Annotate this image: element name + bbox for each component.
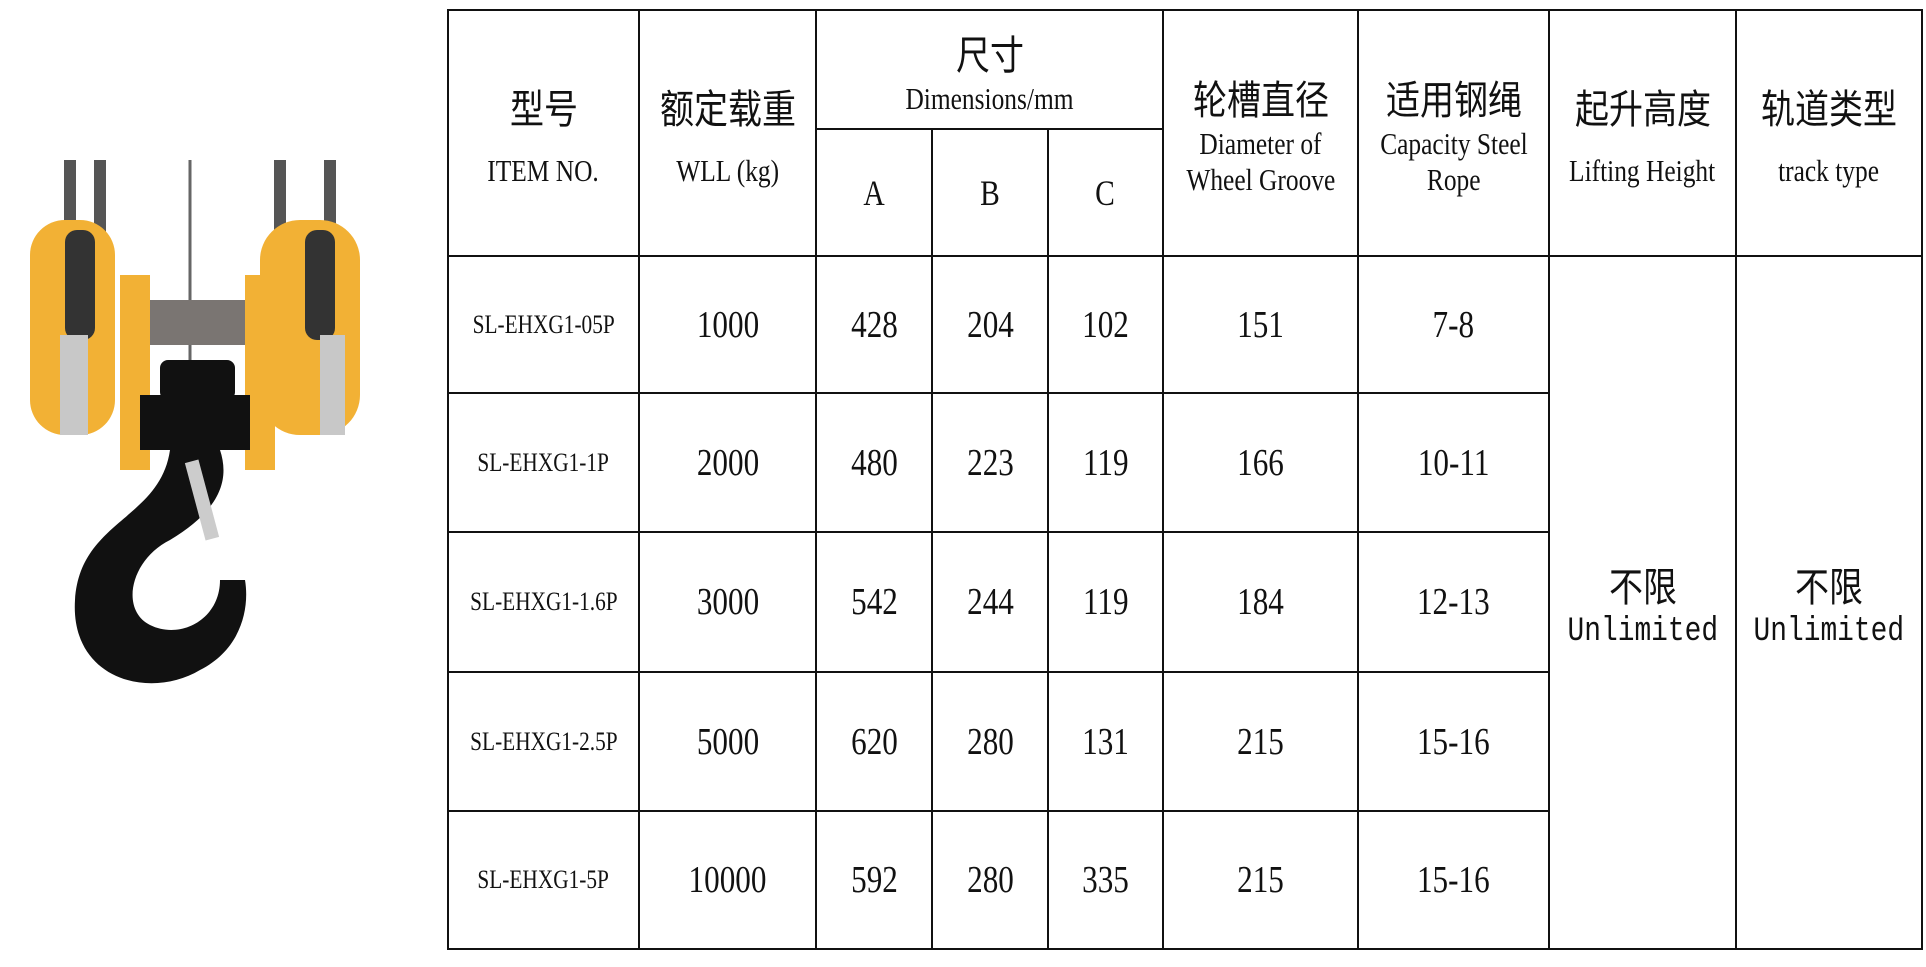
cell-rope: 7-8: [1432, 303, 1475, 346]
header-dim-a: A: [815, 128, 933, 257]
table-row: SL-EHXG1-2.5P 5000 620 280 131 215 15-16: [447, 671, 1922, 812]
cell-groove: 166: [1237, 441, 1284, 484]
header-lift: 起升高度 Lifting Height: [1548, 9, 1737, 257]
header-wll-en: WLL (kg): [676, 153, 779, 188]
header-model-zh: 型号: [509, 87, 578, 133]
cell-lift: 不限 Unlimited: [1548, 255, 1737, 950]
cell-rope: 15-16: [1417, 859, 1490, 901]
header-groove: 轮槽直径 Diameter of Wheel Groove: [1162, 9, 1359, 257]
specification-table: 型号 ITEM NO. 额定载重 WLL (kg) 尺寸 Dimensions/…: [447, 9, 1923, 950]
cell-b: 244: [966, 581, 1014, 623]
cell-wll: 1000: [696, 303, 759, 346]
cell-wll: 2000: [696, 441, 759, 484]
cell-a: 428: [850, 303, 898, 346]
header-rope-en1: Capacity Steel: [1379, 126, 1528, 161]
header-wll-zh: 额定载重: [659, 87, 796, 133]
cell-wll: 3000: [696, 581, 759, 623]
cell-rope: 15-16: [1417, 720, 1490, 763]
header-track-en: track type: [1778, 153, 1880, 188]
table-row: SL-EHXG1-05P 1000 428 204 102 151 7-8 不限…: [447, 255, 1923, 950]
cell-item: SL-EHXG1-05P: [472, 309, 615, 339]
header-dim-c: C: [1047, 128, 1164, 257]
header-rope-en2: Rope: [1426, 162, 1481, 197]
cell-item: SL-EHXG1-5P: [477, 865, 610, 894]
cell-item: SL-EHXG1-1P: [477, 447, 610, 477]
cell-wll: 10000: [688, 859, 767, 901]
cell-a: 620: [850, 720, 898, 763]
header-rope: 适用钢绳 Capacity Steel Rope: [1357, 9, 1550, 257]
header-dim-b: B: [931, 128, 1049, 257]
header-model: 型号 ITEM NO.: [447, 9, 640, 257]
header-lift-en: Lifting Height: [1569, 153, 1716, 188]
table-row: SL-EHXG1-5P 10000 592 280 335 215 15-16: [447, 810, 1922, 950]
cell-c: 119: [1082, 581, 1129, 623]
cell-c: 131: [1082, 720, 1129, 763]
cell-b: 204: [966, 303, 1014, 346]
hook-block-image: [30, 160, 360, 684]
cell-c: 335: [1082, 859, 1129, 901]
cell-b: 223: [966, 441, 1014, 484]
table-row: SL-EHXG1-1P 2000 480 223 119 166 10-11: [447, 392, 1922, 533]
header-groove-en2: Wheel Groove: [1186, 162, 1335, 197]
cell-groove: 151: [1237, 303, 1284, 346]
cell-a: 480: [850, 441, 898, 484]
cell-groove: 184: [1237, 581, 1284, 623]
header-rope-zh: 适用钢绳: [1385, 78, 1522, 124]
header-groove-en1: Diameter of: [1199, 126, 1322, 161]
header-track: 轨道类型 track type: [1735, 9, 1923, 257]
cell-a: 592: [850, 859, 898, 901]
header-dimensions-en: Dimensions/mm: [905, 80, 1074, 116]
header-track-zh: 轨道类型: [1760, 87, 1897, 133]
cell-groove: 215: [1237, 720, 1284, 763]
header-model-en: ITEM NO.: [487, 153, 600, 188]
cell-rope: 12-13: [1417, 581, 1490, 623]
cell-groove: 215: [1237, 859, 1284, 901]
cell-item: SL-EHXG1-2.5P: [469, 726, 618, 756]
cell-a: 542: [850, 581, 898, 623]
header-groove-zh: 轮槽直径: [1192, 78, 1329, 124]
cell-wll: 5000: [696, 720, 759, 763]
cell-item: SL-EHXG1-1.6P: [469, 587, 618, 616]
cell-c: 102: [1082, 303, 1129, 346]
cell-c: 119: [1082, 441, 1129, 484]
header-wll: 额定载重 WLL (kg): [638, 9, 817, 257]
header-lift-zh: 起升高度: [1574, 87, 1711, 133]
table-row: SL-EHXG1-1.6P 3000 542 244 119 184 12-13: [447, 531, 1922, 673]
cell-b: 280: [966, 859, 1014, 901]
cell-b: 280: [966, 720, 1014, 763]
cell-track: 不限 Unlimited: [1735, 255, 1923, 950]
cell-rope: 10-11: [1417, 441, 1490, 484]
header-dimensions-zh: 尺寸: [955, 32, 1024, 79]
header-dimensions: 尺寸 Dimensions/mm: [815, 9, 1164, 130]
